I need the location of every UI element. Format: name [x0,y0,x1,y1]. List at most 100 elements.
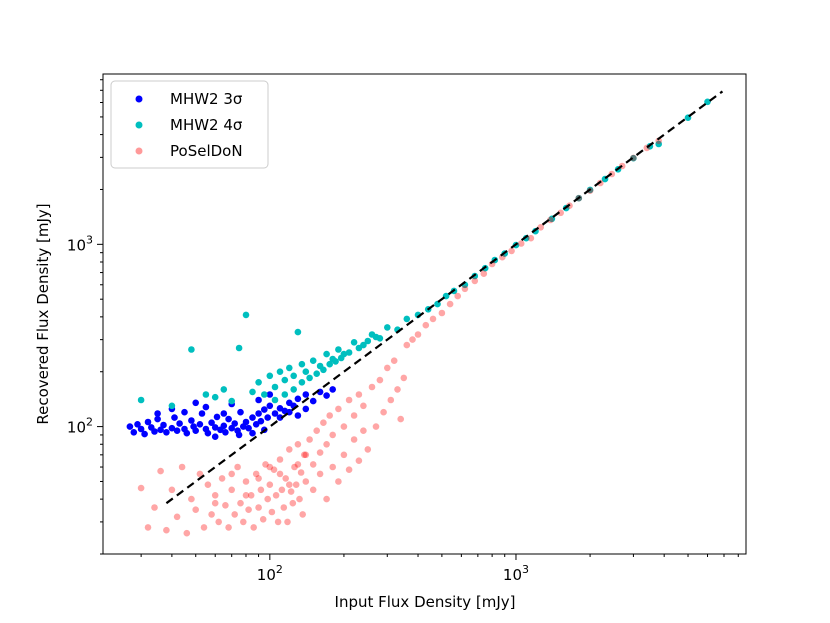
data-point-series-2 [270,466,278,474]
data-point-series-1 [271,383,279,391]
data-point-series-2 [255,475,262,482]
data-point-series-0 [266,402,274,410]
data-point-series-2 [237,499,244,507]
data-point-series-2 [266,481,274,489]
data-point-series-2 [192,506,199,513]
data-point-series-2 [323,441,330,448]
data-point-series-2 [329,463,337,471]
data-point-series-2 [280,504,288,511]
data-point-series-2 [287,488,295,495]
data-point-series-2 [480,270,488,278]
data-point-series-2 [272,492,280,499]
legend-marker-mhw2-4sigma [135,121,143,129]
data-point-series-1 [220,386,228,393]
data-point-series-2 [376,376,384,384]
data-point-series-2 [218,475,226,482]
data-point-series-2 [390,357,398,365]
data-point-series-1 [326,360,334,368]
data-point-series-2 [302,478,310,485]
data-point-series-0 [237,408,244,416]
data-point-series-2 [655,137,662,145]
data-point-series-0 [302,405,310,413]
data-point-series-1 [249,388,256,396]
data-point-series-2 [372,423,380,430]
data-point-series-0 [266,391,274,398]
data-point-series-2 [537,224,544,231]
data-point-series-1 [323,350,330,358]
data-point-series-2 [508,247,515,255]
legend-marker-poseldon [135,147,143,155]
data-point-series-0 [171,414,178,421]
data-point-series-2 [397,415,405,423]
data-point-series-2 [276,456,284,463]
data-point-series-1 [235,344,243,352]
data-point-series-0 [144,418,152,426]
data-point-series-0 [192,427,199,435]
data-point-series-0 [198,410,206,417]
data-point-series-2 [422,321,430,329]
points-layer [126,98,711,537]
data-point-series-1 [255,379,262,386]
legend-label-mhw2-3sigma: MHW2 3σ [170,90,243,108]
data-point-series-0 [154,415,161,423]
data-point-series-0 [255,396,262,404]
data-point-series-0 [211,433,219,441]
data-point-series-0 [309,397,317,405]
data-point-series-2 [286,446,293,453]
data-point-series-2 [296,495,303,503]
data-point-series-2 [291,463,298,471]
data-point-series-2 [302,451,310,459]
data-point-series-2 [242,492,250,499]
data-point-series-0 [204,429,212,437]
data-point-series-2 [294,441,302,448]
data-point-series-2 [215,518,222,526]
data-point-series-0 [249,429,256,437]
data-point-series-2 [350,436,358,443]
data-point-series-2 [471,277,479,285]
legend-label-poseldon: PoSelDoN [170,142,243,160]
data-point-series-0 [163,429,170,436]
data-point-series-2 [326,412,334,419]
data-point-series-2 [274,518,282,526]
data-point-series-2 [294,461,302,468]
data-point-series-2 [292,481,300,489]
data-point-series-0 [276,414,284,421]
data-point-series-2 [387,396,395,404]
data-point-series-2 [446,300,454,308]
data-point-series-2 [345,396,353,404]
one-to-one-line [165,90,724,505]
data-point-series-2 [340,451,348,459]
data-point-series-2 [228,486,235,494]
y-axis-label: Recovered Flux Density [mJy] [34,203,52,424]
data-point-series-1 [337,354,345,362]
data-point-series-2 [231,511,238,518]
data-point-series-2 [247,492,255,499]
data-point-series-1 [372,333,380,341]
data-point-series-1 [355,344,363,352]
plot-frame [102,73,747,555]
data-point-series-2 [360,427,367,435]
data-point-series-2 [329,431,337,439]
data-point-series-2 [252,470,260,478]
data-point-series-0 [173,427,181,435]
data-point-series-1 [202,391,210,398]
data-point-series-0 [202,403,210,411]
data-point-series-0 [188,417,195,424]
data-point-series-2 [257,486,265,494]
data-point-series-1 [302,368,310,376]
data-point-series-0 [126,423,134,430]
legend-frame [110,80,269,169]
data-point-series-0 [302,391,310,398]
data-point-series-2 [384,364,391,372]
data-point-series-2 [499,253,506,261]
data-point-series-1 [313,370,321,378]
data-point-series-1 [137,396,145,404]
data-point-series-2 [196,470,204,478]
data-point-series-0 [151,428,158,435]
y-tick-label: 102 [67,416,93,437]
data-point-series-0 [134,421,141,428]
data-point-series-2 [301,451,308,459]
data-point-series-2 [173,513,181,521]
y-tick-label: 103 [67,233,93,254]
data-point-series-0 [242,418,250,426]
